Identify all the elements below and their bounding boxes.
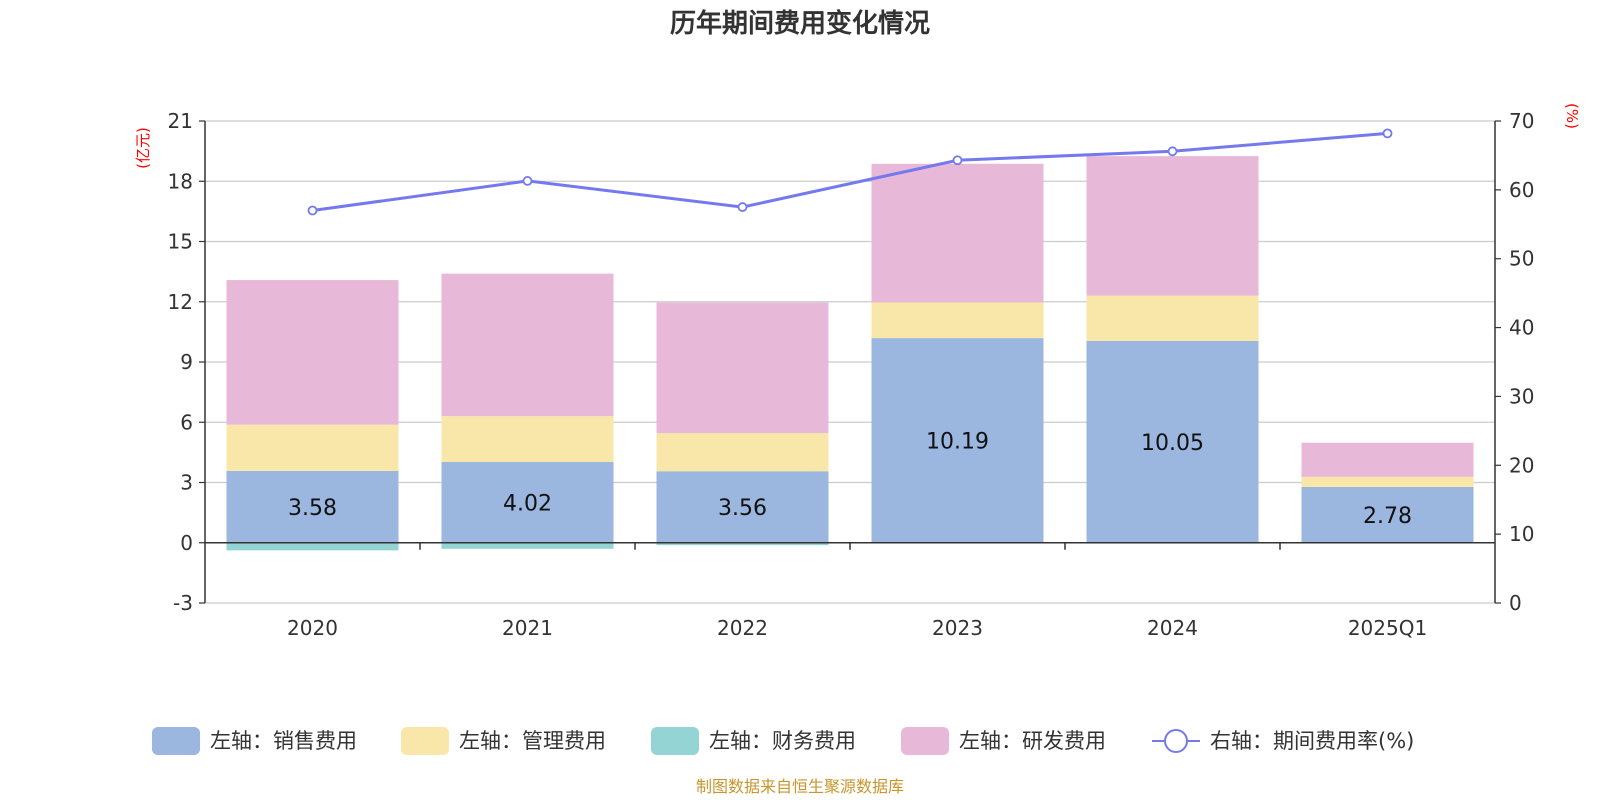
- x-axis-label: 2023: [932, 616, 983, 640]
- bar-data-label: 10.19: [926, 429, 989, 454]
- right-axis-tick-label: 40: [1509, 316, 1534, 340]
- legend-swatch: [401, 727, 449, 755]
- x-axis-label: 2020: [287, 616, 338, 640]
- left-axis-tick-label: 12: [168, 290, 193, 314]
- x-axis-label: 2025Q1: [1348, 616, 1427, 640]
- label-layer: 3.58 4.02 3.56 10.19 10.05 2.78: [288, 429, 1412, 528]
- bar-data-label: 3.56: [718, 496, 767, 521]
- bar-segment: [441, 273, 614, 417]
- rate-point: [522, 176, 533, 186]
- left-axis-tick-label: 3: [180, 471, 193, 495]
- bar-segment: [656, 542, 829, 546]
- right-axis-tick-label: 60: [1509, 178, 1534, 202]
- legend: 左轴：销售费用 左轴：管理费用 左轴：财务费用 左轴：研发费用 右轴：期间费用率(%): [152, 727, 1414, 755]
- right-axis-tick-label: 0: [1509, 591, 1522, 615]
- bar-segment: [1301, 442, 1474, 477]
- left-axis-tick-label: 15: [168, 230, 193, 254]
- chart-title: 历年期间费用变化情况: [670, 8, 930, 39]
- left-axis-tick-label: 21: [168, 109, 193, 133]
- x-axis-label: 2022: [717, 616, 768, 640]
- legend-marker: [1164, 729, 1188, 753]
- bar-segment: [226, 280, 399, 425]
- legend-label: 右轴：期间费用率(%): [1210, 729, 1414, 753]
- bar-segment: [441, 542, 614, 549]
- bar-segment: [656, 302, 829, 434]
- bar-segment: [871, 302, 1044, 339]
- right-axis-unit: (%): [1563, 103, 1581, 129]
- rate-line: [312, 131, 1388, 213]
- bar-segment: [226, 542, 399, 551]
- bar-segment: [871, 163, 1044, 303]
- left-axis-unit: (亿元): [134, 127, 152, 169]
- right-axis-tick-label: 70: [1509, 109, 1534, 133]
- rate-point: [1382, 128, 1393, 139]
- right-axis-tick-label: 50: [1509, 247, 1534, 271]
- bar-segment: [226, 470, 399, 543]
- bar-data-label: 3.58: [288, 496, 337, 521]
- x-axis-label: 2021: [502, 616, 553, 640]
- line-layer: [307, 128, 1393, 216]
- x-axis-label: 2024: [1147, 616, 1198, 640]
- left-axis-tick-label: 18: [168, 169, 193, 193]
- bar-segment: [441, 462, 614, 543]
- legend-label: 左轴：销售费用: [210, 729, 357, 753]
- legend-label: 左轴：财务费用: [709, 729, 856, 753]
- legend-label: 左轴：管理费用: [459, 729, 606, 753]
- legend-swatch: [901, 727, 949, 755]
- rate-point: [952, 155, 963, 166]
- bar-segment: [656, 471, 829, 543]
- legend-swatch: [651, 727, 699, 755]
- bar-segment: [871, 338, 1044, 543]
- rate-point: [737, 202, 748, 212]
- bar-segment: [226, 424, 399, 471]
- right-axis-tick-label: 30: [1509, 384, 1534, 408]
- bar-segment: [1086, 295, 1259, 341]
- axis-layer: -3 0 3 6 9 12 15 18 21 0 10 20 30 40 50 60 70 2020 2021 202…: [168, 109, 1535, 640]
- bar-segment: [1086, 340, 1259, 543]
- rate-point: [307, 205, 318, 216]
- bar-data-label: 10.05: [1141, 431, 1204, 456]
- left-axis-tick-label: 0: [180, 531, 193, 555]
- right-axis-tick-label: 20: [1509, 453, 1534, 477]
- bar-segment: [1301, 486, 1474, 543]
- source-note: 制图数据来自恒生聚源数据库: [696, 777, 904, 796]
- bar-segment: [1301, 476, 1474, 487]
- bar-segment: [1086, 156, 1259, 296]
- right-axis-tick-label: 10: [1509, 522, 1534, 546]
- grid-layer: [205, 120, 1495, 604]
- left-axis-tick-label: 9: [180, 350, 193, 374]
- bar-layer: [226, 156, 1474, 551]
- left-axis-tick-label: -3: [173, 591, 193, 615]
- legend-label: 左轴：研发费用: [959, 729, 1106, 753]
- legend-swatch: [152, 727, 200, 755]
- left-axis-tick-label: 6: [180, 410, 193, 434]
- bar-segment: [441, 416, 614, 463]
- bar-segment: [656, 433, 829, 472]
- bar-data-label: 2.78: [1363, 504, 1412, 529]
- bar-data-label: 4.02: [503, 491, 552, 516]
- rate-point: [1167, 146, 1178, 157]
